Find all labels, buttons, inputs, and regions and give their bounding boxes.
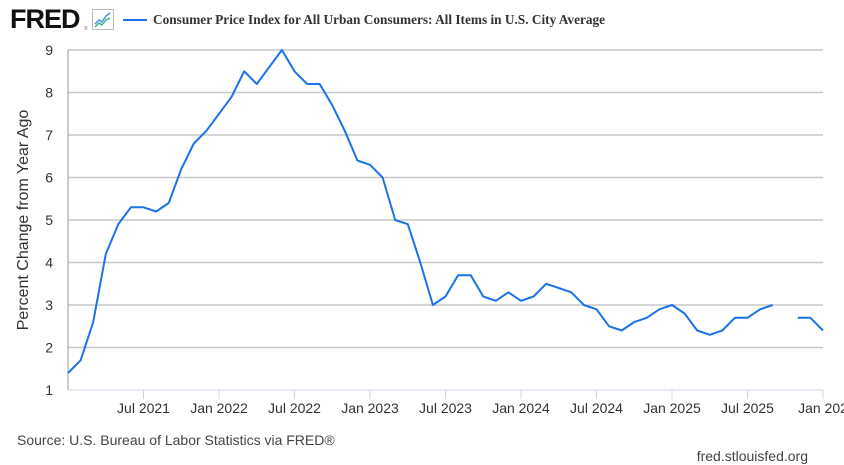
x-tick-label: Jan 2025 xyxy=(643,400,701,416)
grid-lines xyxy=(67,49,823,390)
legend-swatch xyxy=(123,19,147,21)
series-segment[interactable] xyxy=(67,49,774,374)
x-tick-label: Jul 2025 xyxy=(721,400,774,416)
registered-mark: ® xyxy=(84,26,88,32)
site-url[interactable]: fred.stlouisfed.org xyxy=(696,448,808,464)
legend: Consumer Price Index for All Urban Consu… xyxy=(123,11,605,29)
series-line xyxy=(67,49,824,374)
x-tick-label: Jul 2024 xyxy=(570,400,623,416)
y-tick-label: 2 xyxy=(45,340,53,356)
y-tick-label: 9 xyxy=(45,42,53,58)
y-axis-ticks: 1 2 3 4 5 6 7 8 9 xyxy=(45,42,53,398)
x-tick-label: Jan 202 xyxy=(798,400,844,416)
chart-line-icon[interactable] xyxy=(92,9,114,30)
x-tick-label: Jul 2023 xyxy=(419,400,472,416)
x-tick-label: Jan 2022 xyxy=(190,400,248,416)
series-segment[interactable] xyxy=(797,316,824,332)
fred-logo[interactable]: FRED xyxy=(10,4,80,34)
legend-label[interactable]: Consumer Price Index for All Urban Consu… xyxy=(153,12,606,27)
y-tick-label: 7 xyxy=(45,127,53,143)
y-tick-label: 3 xyxy=(45,297,53,313)
x-tick-label: Jan 2023 xyxy=(341,400,399,416)
y-tick-label: 1 xyxy=(45,382,53,398)
y-tick-label: 4 xyxy=(45,255,53,271)
x-tick-label: Jul 2022 xyxy=(268,400,321,416)
source-note: Source: U.S. Bureau of Labor Statistics … xyxy=(17,432,335,448)
x-tick-label: Jan 2024 xyxy=(492,400,550,416)
line-chart: 1 2 3 4 5 6 7 8 9 Jul 2021 Jan 2022 Jul 2022 Jan 20… xyxy=(15,42,844,416)
x-tick-label: Jul 2021 xyxy=(117,400,170,416)
y-tick-label: 5 xyxy=(45,212,53,228)
x-axis: Jul 2021 Jan 2022 Jul 2022 Jan 2023 Jul 2023… xyxy=(68,389,844,416)
y-tick-label: 8 xyxy=(45,85,53,101)
y-axis-label: Percent Change from Year Ago xyxy=(15,110,32,331)
y-tick-label: 6 xyxy=(45,170,53,186)
chart-header: FRED ® Consumer Price Index for All Urba… xyxy=(0,0,844,40)
